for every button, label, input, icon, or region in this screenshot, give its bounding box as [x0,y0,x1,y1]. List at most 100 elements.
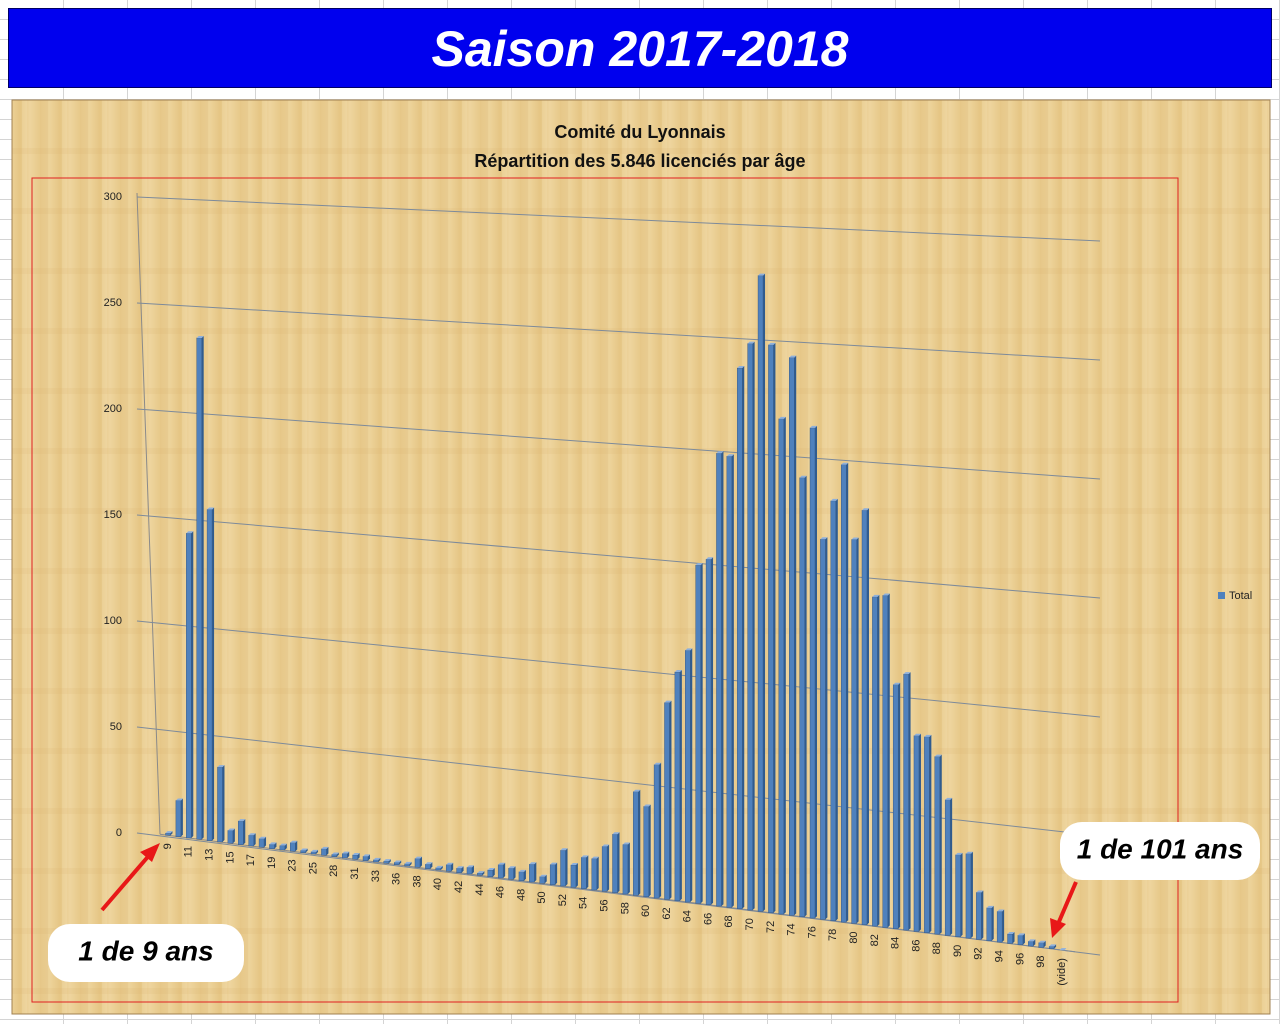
bar-top [934,754,942,757]
bar [986,907,992,941]
bar-group [872,594,880,927]
bar [820,539,826,920]
bar [165,832,171,836]
bar-side [253,833,256,846]
bar-side [607,844,610,892]
bar-side [815,425,818,919]
x-tick-label: 82 [869,934,881,946]
bar-top [477,871,485,874]
x-tick-label: 13 [203,849,215,861]
bar-top [196,335,204,338]
x-tick-label: 46 [495,886,507,898]
bar [944,799,951,936]
bar-side [825,537,828,920]
bar-top [965,851,973,854]
chart-title: Comité du Lyonnais [554,122,725,142]
bar [321,848,327,856]
bar [903,673,909,931]
bar [487,869,493,877]
bar-top [924,734,932,737]
bar [331,854,338,857]
y-tick-label: 200 [104,403,122,415]
bar-group [269,842,277,849]
bar [664,702,670,900]
bar-group [456,866,464,873]
bar-side [939,754,942,935]
bar-group [165,831,173,836]
bar-side [1054,944,1057,949]
bar [456,868,462,873]
bar [976,892,982,940]
x-tick-label: 15 [224,851,236,863]
x-tick-label: 40 [432,878,444,890]
bar-top [778,416,786,419]
bar-side [170,831,173,836]
bar-group [944,797,953,936]
bar [342,853,348,859]
bar-side [1033,939,1036,947]
bar-side [503,862,506,879]
x-tick-label: 68 [723,915,735,927]
bar-side [347,851,350,859]
bar-top [331,852,339,855]
bar-side [368,854,371,861]
bar [435,867,441,871]
bar [612,834,618,893]
bar [477,872,483,876]
bar-side [378,857,381,863]
bar-top [539,874,547,877]
bar-side [357,852,360,860]
bar-side [596,856,599,891]
callout-box [1060,822,1260,880]
bar-group [477,871,485,876]
x-tick-label: 88 [931,942,943,954]
bar-side [191,531,194,838]
x-tick-label: 78 [827,929,839,941]
bar-top [435,865,443,868]
bar-side [1012,932,1015,944]
x-tick-label: 42 [453,881,465,893]
bar [404,863,410,867]
bar-group [238,819,246,845]
bar-side [461,866,464,873]
bar-side [1002,909,1005,943]
bar-side [752,341,755,911]
bar-side [1022,933,1025,945]
bar-side [544,874,547,884]
bar-side [482,871,485,876]
bar-side [212,507,215,841]
y-tick-label: 0 [116,827,122,839]
bar-top [518,869,526,872]
bar-top [591,856,599,859]
bar-top [747,341,755,344]
bar-group [445,862,454,872]
bar [924,736,930,933]
annotation: 1 de 9 ans [78,935,213,966]
x-tick-label: 23 [287,859,299,871]
bar-side [565,848,568,887]
bar [1048,946,1055,949]
bar-top [612,832,620,835]
bar-top [986,905,994,908]
bar-top [487,868,495,871]
bar [674,671,681,901]
bar-top [581,855,589,858]
bar [1028,941,1034,947]
bar [840,464,847,923]
bar-top [217,765,225,768]
bar-side [648,804,651,897]
bar [383,860,390,864]
bar-group [903,672,911,931]
bar-top [466,865,474,868]
x-tick-label: 52 [557,894,569,906]
bar [279,845,286,851]
bar-group [601,844,610,892]
bar-side [388,859,391,864]
bar-group [321,846,329,856]
bar-side [731,454,734,908]
bar-side [492,868,495,877]
bar-group [393,860,402,865]
bar-group [331,852,339,857]
bar [643,806,649,897]
bar-group [643,804,651,897]
